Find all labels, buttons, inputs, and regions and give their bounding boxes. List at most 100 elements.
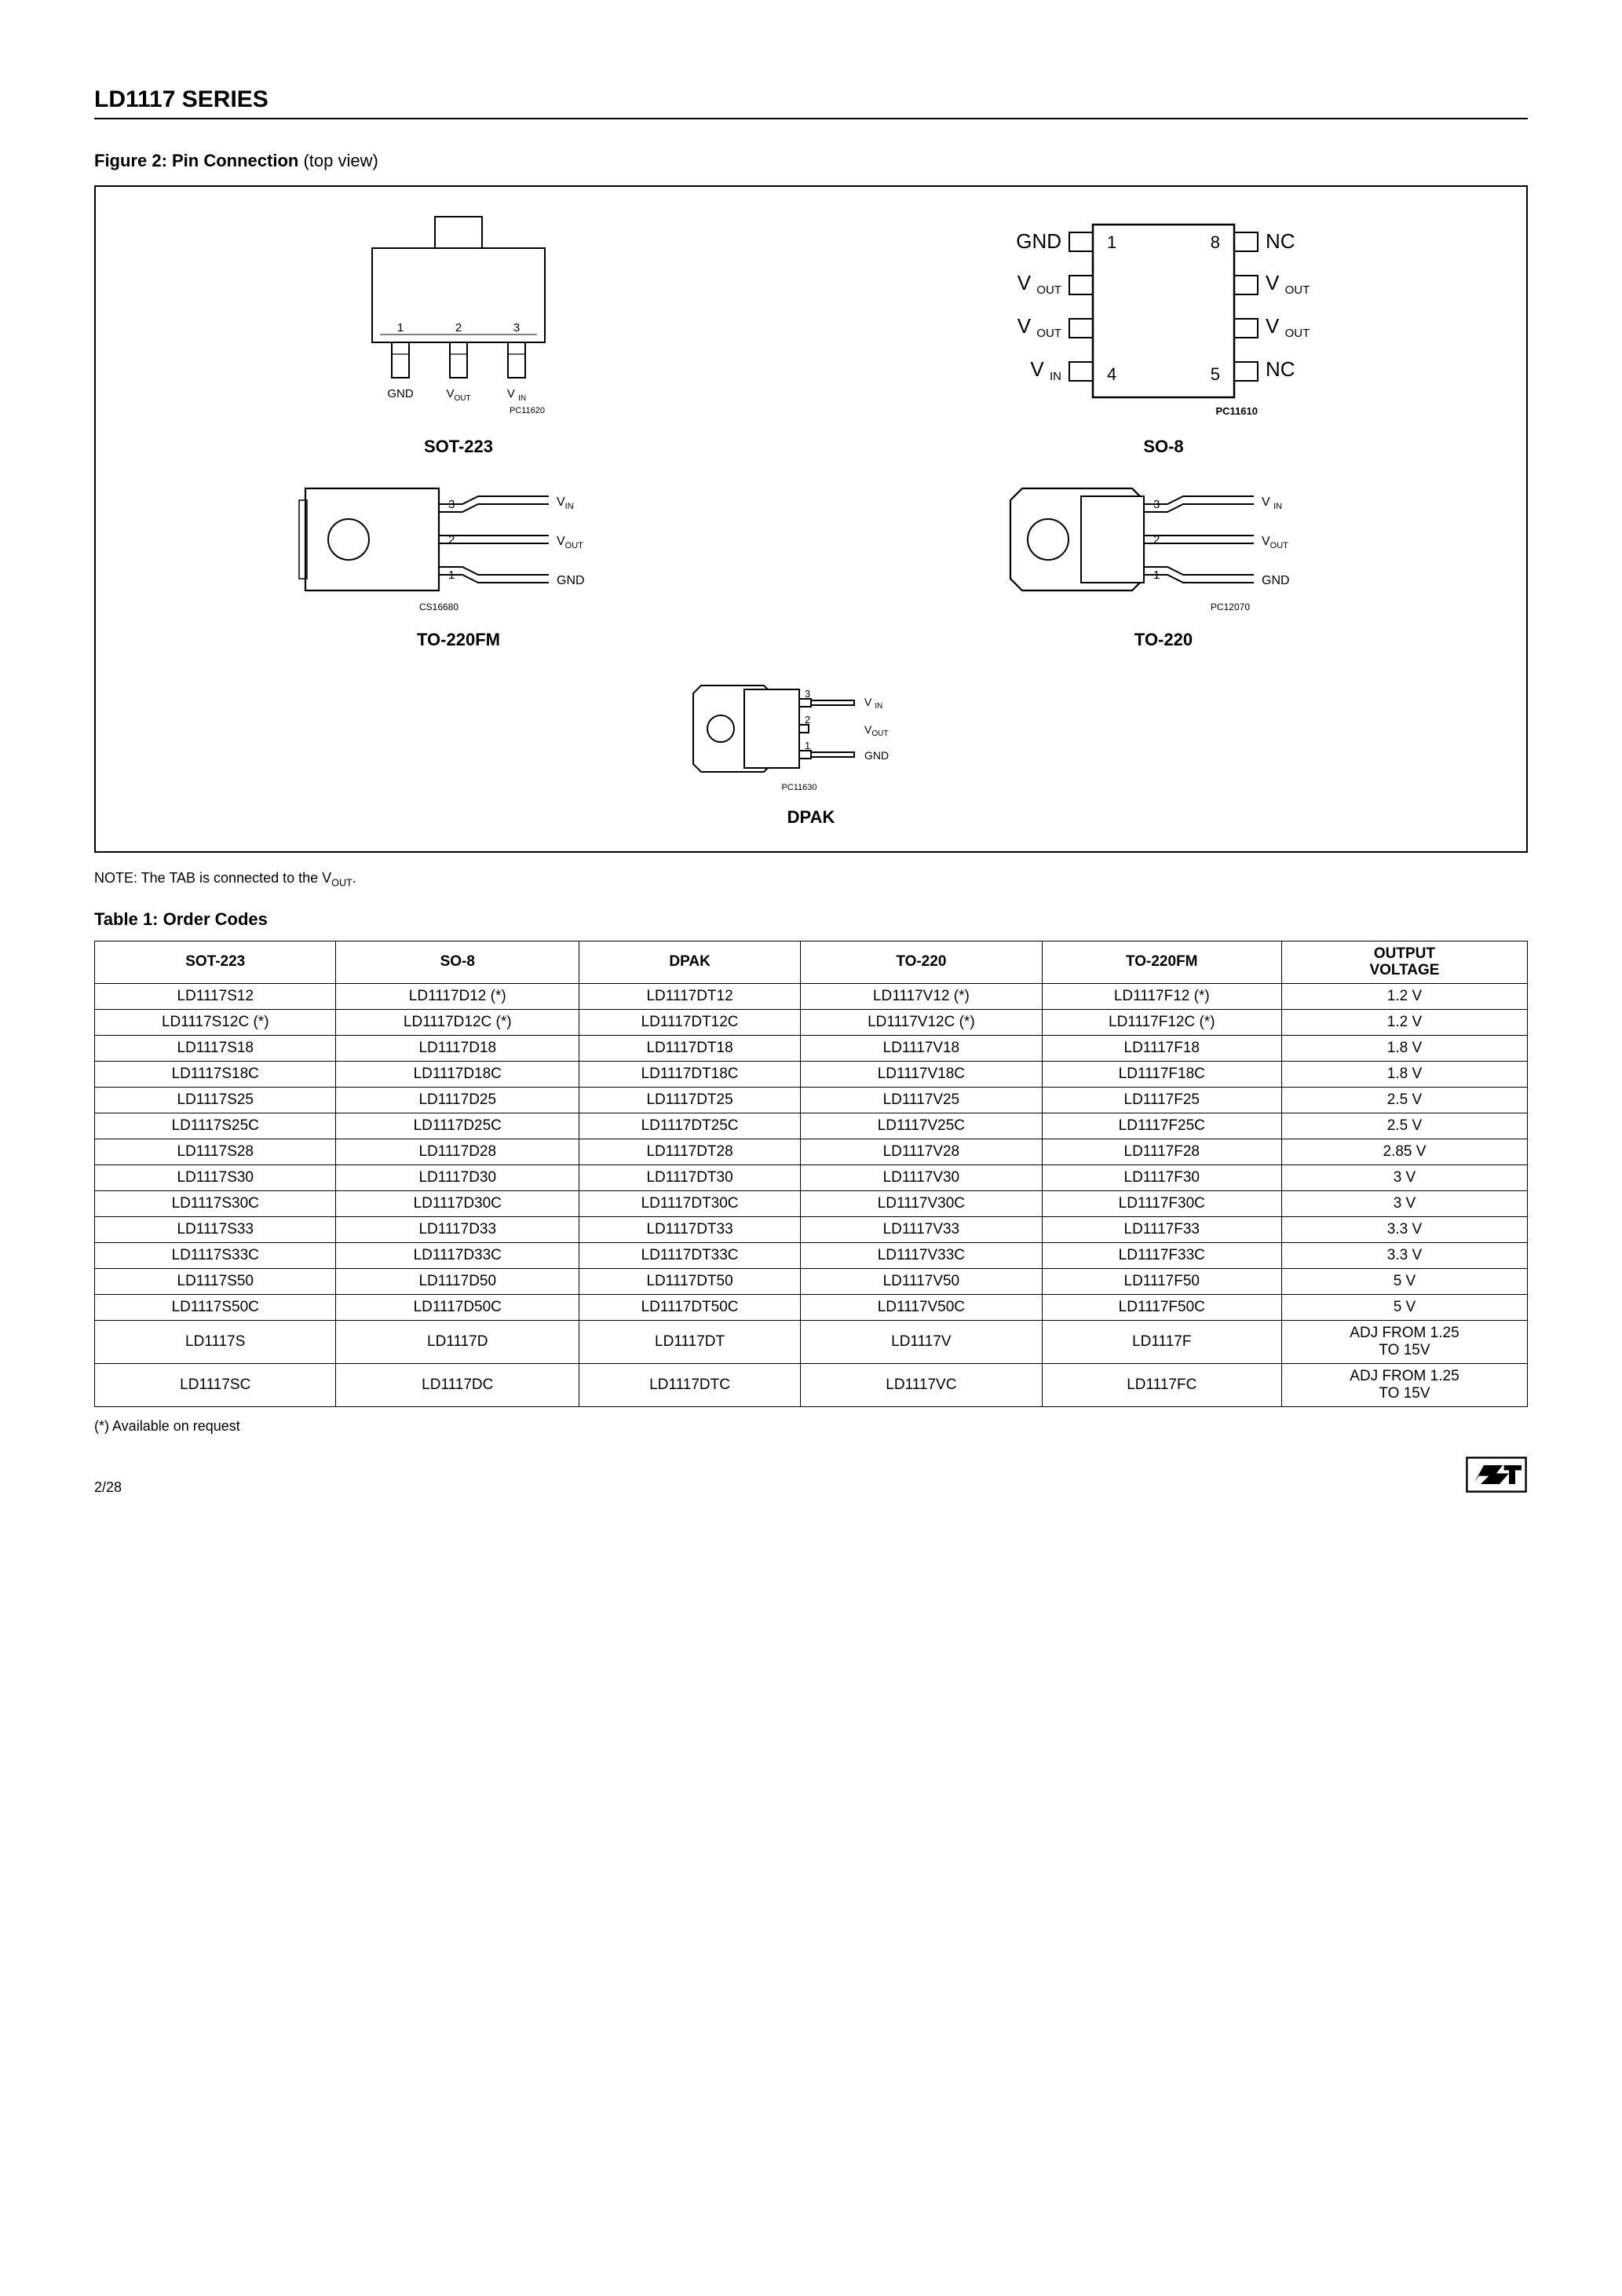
table-cell: LD1117V25C (801, 1113, 1042, 1139)
table-cell: LD1117F25C (1042, 1113, 1281, 1139)
to220fm-label: TO-220FM (417, 630, 500, 650)
table-cell: LD1117S25 (95, 1088, 336, 1113)
svg-text:3: 3 (448, 498, 455, 511)
table-cell: LD1117D33 (336, 1217, 579, 1243)
table-cell: LD1117D18C (336, 1062, 579, 1088)
table-row: LD1117SLD1117DLD1117DTLD1117VLD1117FADJ … (95, 1321, 1528, 1364)
table-cell: LD1117DT (579, 1321, 801, 1364)
figure-caption: Figure 2: Pin Connection (top view) (94, 151, 1528, 171)
table-cell: LD1117DTC (579, 1364, 801, 1407)
svg-text:5: 5 (1211, 364, 1220, 384)
table-cell: LD1117D50C (336, 1295, 579, 1321)
svg-text:VOUT: VOUT (1262, 535, 1288, 550)
table-cell: LD1117DT12 (579, 984, 801, 1010)
svg-text:CS16680: CS16680 (419, 601, 458, 612)
table-cell: LD1117S28 (95, 1139, 336, 1165)
table-cell: LD1117D33C (336, 1243, 579, 1269)
table-cell: 1.8 V (1281, 1036, 1527, 1062)
table-cell: LD1117V25 (801, 1088, 1042, 1113)
table-cell: LD1117V12 (*) (801, 984, 1042, 1010)
note-sub: OUT (331, 878, 353, 889)
svg-text:V IN: V IN (507, 387, 526, 403)
table-row: LD1117S12C (*)LD1117D12C (*)LD1117DT12CL… (95, 1010, 1528, 1036)
table-cell: LD1117DT33 (579, 1217, 801, 1243)
svg-text:1: 1 (397, 321, 404, 335)
table-cell: LD1117F18C (1042, 1062, 1281, 1088)
table-header: TO-220 (801, 941, 1042, 984)
svg-text:2: 2 (1153, 533, 1160, 547)
table-header: SO-8 (336, 941, 579, 984)
table-cell: LD1117V28 (801, 1139, 1042, 1165)
note-suffix: . (353, 870, 356, 886)
table-cell: LD1117DC (336, 1364, 579, 1407)
svg-text:GND: GND (387, 387, 414, 400)
table-cell: 1.2 V (1281, 984, 1527, 1010)
table-cell: LD1117F50C (1042, 1295, 1281, 1321)
so8-diagram: GND V OUT V OUT V IN NC V OUT V OUT NC 1… (975, 209, 1352, 429)
table-cell: 5 V (1281, 1269, 1527, 1295)
table-cell: LD1117F30C (1042, 1191, 1281, 1217)
figure-box: 1 2 3 GND VOUT V IN PC11620 SOT-223 (94, 185, 1528, 853)
table-cell: LD1117SC (95, 1364, 336, 1407)
table-cell: LD1117D30 (336, 1165, 579, 1191)
dpak-label: DPAK (787, 807, 835, 828)
svg-text:2: 2 (448, 533, 455, 547)
table-row: LD1117S12LD1117D12 (*)LD1117DT12LD1117V1… (95, 984, 1528, 1010)
package-dpak: 3 2 1 V IN VOUT GND PC11630 DPAK (670, 666, 952, 843)
table-cell: LD1117S50C (95, 1295, 336, 1321)
svg-text:2: 2 (455, 321, 462, 335)
table-cell: 3 V (1281, 1165, 1527, 1191)
table-cell: LD1117D18 (336, 1036, 579, 1062)
table-cell: 1.2 V (1281, 1010, 1527, 1036)
page-footer: 2/28 (94, 1453, 1528, 1496)
svg-text:NC: NC (1266, 229, 1295, 253)
table-cell: LD1117F12C (*) (1042, 1010, 1281, 1036)
table-row: LD1117S50LD1117D50LD1117DT50LD1117V50LD1… (95, 1269, 1528, 1295)
table-cell: LD1117V33C (801, 1243, 1042, 1269)
table-cell: LD1117S33 (95, 1217, 336, 1243)
to220-label: TO-220 (1134, 630, 1193, 650)
table-cell: LD1117S30 (95, 1165, 336, 1191)
table-cell: 5 V (1281, 1295, 1527, 1321)
table-row: LD1117S33CLD1117D33CLD1117DT33CLD1117V33… (95, 1243, 1528, 1269)
svg-text:V OUT: V OUT (1266, 271, 1310, 297)
table-header: DPAK (579, 941, 801, 984)
svg-text:3: 3 (805, 688, 810, 700)
table-row: LD1117S25LD1117D25LD1117DT25LD1117V25LD1… (95, 1088, 1528, 1113)
table-cell: LD1117V50 (801, 1269, 1042, 1295)
table-cell: LD1117F18 (1042, 1036, 1281, 1062)
series-title: LD1117 SERIES (94, 86, 1528, 119)
svg-text:VOUT: VOUT (864, 723, 888, 738)
page-number: 2/28 (94, 1479, 122, 1496)
table-cell: LD1117V (801, 1321, 1042, 1364)
table-header: OUTPUTVOLTAGE (1281, 941, 1527, 984)
table-cell: 3.3 V (1281, 1243, 1527, 1269)
table-cell: LD1117DT30 (579, 1165, 801, 1191)
table-cell: LD1117DT12C (579, 1010, 801, 1036)
package-so8: GND V OUT V OUT V IN NC V OUT V OUT NC 1… (823, 209, 1504, 473)
table-row: LD1117S28LD1117D28LD1117DT28LD1117V28LD1… (95, 1139, 1528, 1165)
table-cell: LD1117F33 (1042, 1217, 1281, 1243)
table-cell: LD1117DT25 (579, 1088, 801, 1113)
svg-text:V OUT: V OUT (1017, 314, 1061, 340)
table-cell: 2.5 V (1281, 1113, 1527, 1139)
svg-text:V OUT: V OUT (1266, 314, 1310, 340)
table-cell: LD1117D25 (336, 1088, 579, 1113)
table-cell: LD1117D (336, 1321, 579, 1364)
table-cell: LD1117V18C (801, 1062, 1042, 1088)
to220-diagram: 3 2 1 V IN VOUT GND PC12070 (979, 473, 1348, 622)
table-cell: LD1117S33C (95, 1243, 336, 1269)
table-cell: LD1117F12 (*) (1042, 984, 1281, 1010)
package-to220fm: 3 2 1 VIN VOUT GND CS16680 TO-220FM (118, 473, 799, 666)
table-cell: LD1117VC (801, 1364, 1042, 1407)
table-row: LD1117S33LD1117D33LD1117DT33LD1117V33LD1… (95, 1217, 1528, 1243)
package-to220: 3 2 1 V IN VOUT GND PC12070 TO-220 (823, 473, 1504, 666)
table-cell: ADJ FROM 1.25TO 15V (1281, 1321, 1527, 1364)
table-cell: LD1117F28 (1042, 1139, 1281, 1165)
table-cell: LD1117DT18 (579, 1036, 801, 1062)
table-cell: LD1117DT33C (579, 1243, 801, 1269)
table-cell: LD1117DT50C (579, 1295, 801, 1321)
table-cell: LD1117V30C (801, 1191, 1042, 1217)
svg-text:4: 4 (1107, 364, 1116, 384)
table-row: LD1117S18CLD1117D18CLD1117DT18CLD1117V18… (95, 1062, 1528, 1088)
